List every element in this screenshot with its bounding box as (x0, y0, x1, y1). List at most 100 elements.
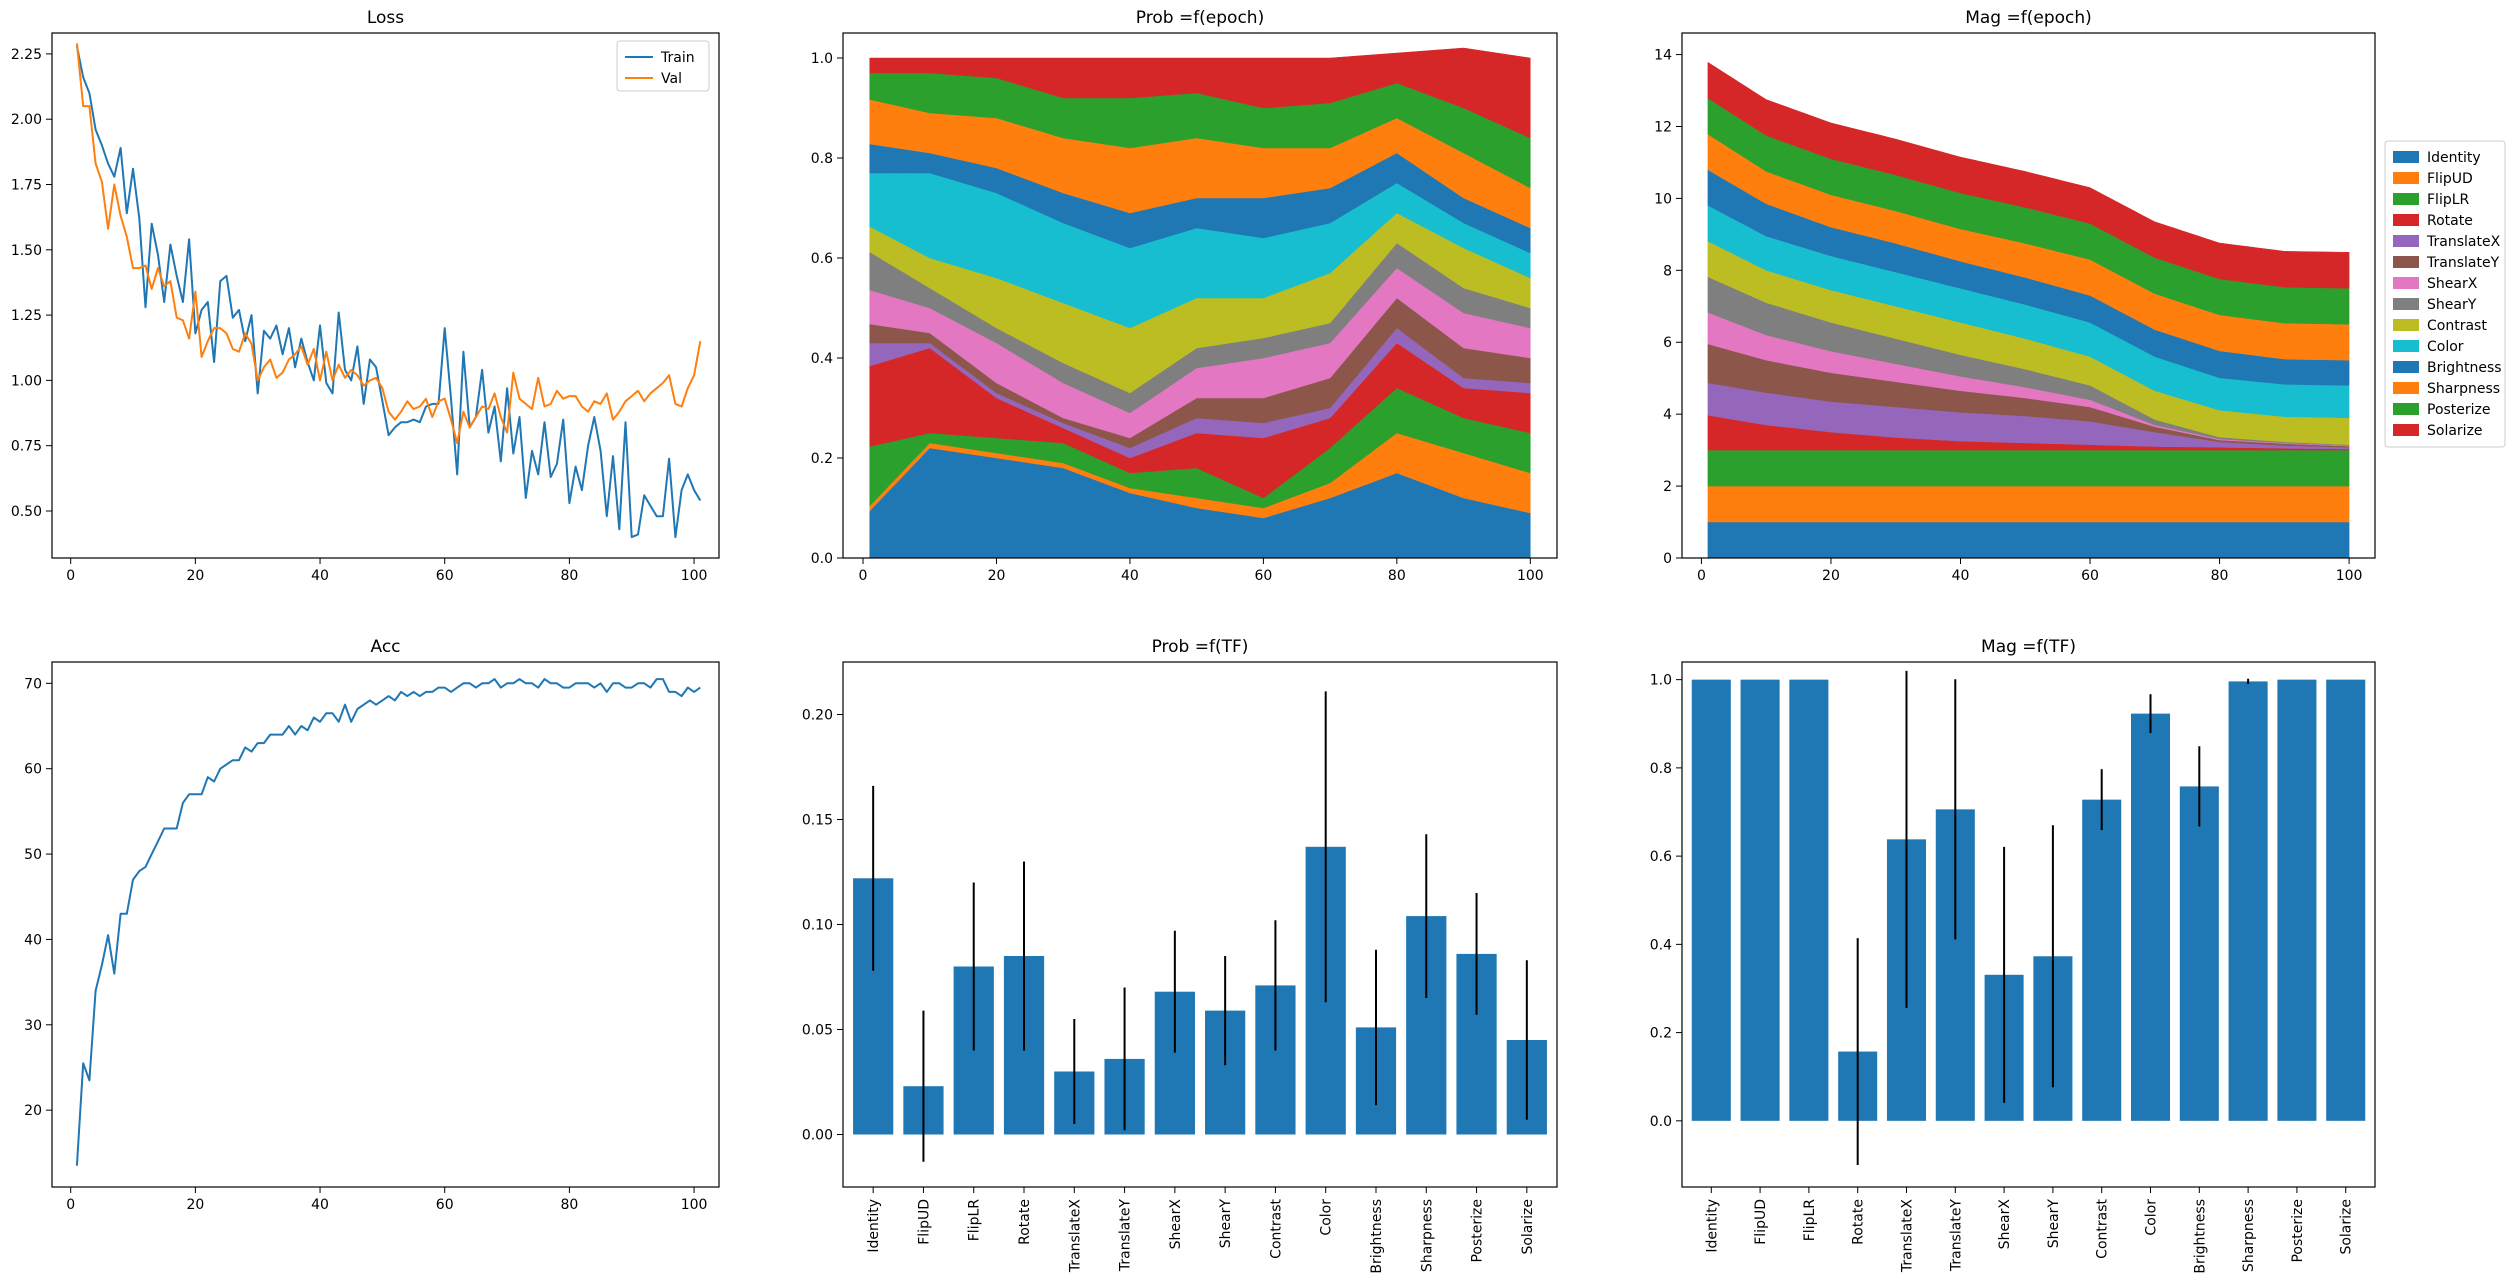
y-tick-label: 0.2 (1650, 1026, 1672, 1042)
legend-swatch (2393, 256, 2419, 268)
y-tick-label: 0.75 (11, 439, 42, 455)
x-tick-label: 80 (1388, 568, 1406, 584)
x-tick-label: 100 (2336, 568, 2363, 584)
chart-title: Loss (367, 8, 404, 28)
x-tick-label: 0 (66, 568, 75, 584)
y-tick-label: 2.00 (11, 112, 42, 128)
y-tick-label: 70 (24, 676, 42, 692)
y-tick-label: 2.25 (11, 47, 42, 63)
x-tick-label: TranslateY (1118, 1199, 1134, 1273)
plot-area (843, 662, 1557, 1187)
x-tick-label: 40 (311, 1197, 329, 1213)
x-tick-label: Solarize (1520, 1199, 1536, 1255)
panel-prob_tf: Prob =f(TF) Identity FlipUD FlipLR Rotate Tra… (802, 637, 1558, 1274)
y-tick-label: 1.75 (11, 177, 42, 193)
legend-label: FlipUD (2427, 171, 2473, 187)
x-tick-label: Sharpness (2241, 1199, 2257, 1272)
x-tick-label: Contrast (1268, 1198, 1284, 1258)
chart-title: Prob =f(TF) (1152, 637, 1249, 657)
x-tick-label: 80 (560, 568, 578, 584)
axes-frame (51, 661, 720, 1188)
x-tick-label: TranslateY (1948, 1199, 1964, 1273)
plot-area (52, 662, 719, 1187)
y-tick-label: 1.0 (1650, 673, 1672, 689)
y-tick-label: 0.8 (811, 151, 833, 167)
x-tick-label: Identity (1704, 1199, 1720, 1253)
bar-brightness (2179, 786, 2219, 1121)
series-line-acc (75, 678, 701, 1166)
bar-sharpness (2228, 681, 2268, 1121)
y-tick-label: 0.2 (811, 451, 833, 467)
y-tick-label: 0.05 (802, 1023, 833, 1039)
legend-label: Val (661, 71, 682, 87)
x-tick-label: Color (1319, 1199, 1335, 1236)
axes-frame (51, 32, 720, 559)
legend-label: TranslateY (2426, 255, 2500, 271)
panel-mag_epoch: Mag =f(epoch) 0 2 4 6 8 10 12 14 0 20 40 60 80 100 (1654, 8, 2376, 584)
bar-fliplr (1789, 679, 1829, 1121)
y-tick-label: 0.00 (802, 1128, 833, 1144)
x-tick-label: 100 (1517, 568, 1544, 584)
chart-title: Acc (370, 637, 400, 657)
plot-area (1682, 662, 2375, 1187)
x-tick-label: Brightness (1369, 1199, 1385, 1274)
y-tick-label: 0.10 (802, 918, 833, 934)
y-tick-label: 0.4 (1650, 937, 1672, 953)
legend: Identity FlipUD FlipLR Rotate TranslateX Tran… (2384, 140, 2506, 448)
x-tick-label: FlipLR (1802, 1199, 1818, 1242)
y-tick-label: 14 (1654, 48, 1672, 64)
x-tick-label: Posterize (1470, 1199, 1486, 1263)
legend-label: Sharpness (2427, 381, 2500, 397)
x-tick-label: 60 (436, 1197, 454, 1213)
x-tick-label: Contrast (2095, 1198, 2111, 1258)
y-tick-label: 1.50 (11, 243, 42, 259)
y-tick-label: 0.15 (802, 813, 833, 829)
bar-color (2130, 713, 2171, 1121)
legend-swatch (2393, 340, 2419, 352)
y-tick-label: 1.0 (811, 51, 833, 67)
legend-swatch (2393, 214, 2419, 226)
y-tick-label: 6 (1663, 335, 1672, 351)
bar-identity (1691, 679, 1731, 1121)
x-tick-label: Sharpness (1419, 1199, 1435, 1272)
axes-frame (842, 32, 1558, 559)
legend-label: TranslateX (2426, 234, 2501, 250)
x-tick-label: 20 (1822, 568, 1840, 584)
y-tick-label: 1.00 (11, 373, 42, 389)
bar-solarize (2326, 679, 2366, 1121)
legend-label: Color (2427, 339, 2464, 355)
series-line-val (75, 43, 702, 445)
legend-swatch (2393, 298, 2419, 310)
x-tick-label: Rotate (1017, 1199, 1033, 1245)
y-tick-label: 0.6 (1650, 849, 1672, 865)
legend-label: Posterize (2427, 402, 2491, 418)
y-tick-label: 40 (24, 932, 42, 948)
x-tick-label: 0 (66, 1197, 75, 1213)
x-tick-label: 20 (186, 568, 204, 584)
legend-swatch (2393, 424, 2419, 436)
x-tick-label: 20 (988, 568, 1006, 584)
y-tick-label: 0.0 (811, 551, 833, 567)
axes-frame (1681, 32, 2376, 559)
x-tick-label: FlipUD (1753, 1199, 1769, 1245)
y-tick-label: 0.20 (802, 708, 833, 724)
x-tick-label: Brightness (2192, 1199, 2208, 1274)
x-tick-label: Posterize (2290, 1199, 2306, 1263)
x-tick-label: 0 (859, 568, 868, 584)
y-tick-label: 50 (24, 847, 42, 863)
y-tick-label: 0.0 (1650, 1114, 1672, 1130)
legend-swatch (2393, 277, 2419, 289)
x-tick-label: ShearY (1218, 1199, 1234, 1249)
x-tick-label: ShearY (2046, 1199, 2062, 1249)
legend-label: Contrast (2427, 318, 2487, 334)
axes-frame (1681, 661, 2376, 1188)
x-tick-label: 100 (681, 1197, 708, 1213)
legend-swatch (2393, 193, 2419, 205)
x-tick-label: 100 (681, 568, 708, 584)
panel-acc: Acc 20 30 40 50 60 70 0 20 40 60 80 100 (24, 637, 720, 1213)
x-tick-label: TranslateX (1067, 1199, 1083, 1274)
area-flipud (1707, 485, 2350, 523)
chart-title: Mag =f(TF) (1981, 637, 2076, 657)
legend-label: ShearX (2427, 276, 2478, 292)
